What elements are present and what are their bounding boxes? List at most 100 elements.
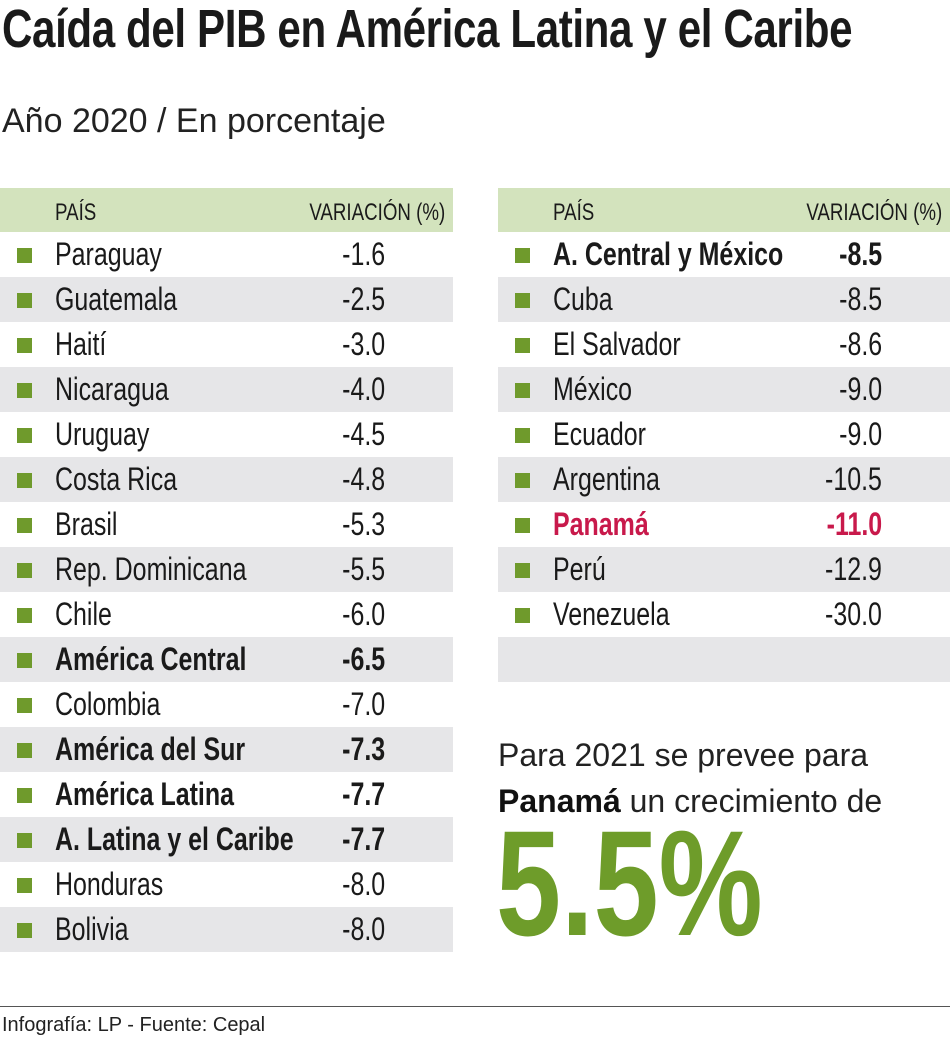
green-square-icon <box>515 428 530 443</box>
variation-value: -8.0 <box>341 911 385 947</box>
note-country: Panamá <box>498 783 621 819</box>
variation-value: -2.5 <box>341 281 385 317</box>
table-row: Chile -6.0 <box>0 592 453 637</box>
variation-value: -7.7 <box>341 821 385 857</box>
table-row: Honduras -8.0 <box>0 862 453 907</box>
green-square-icon <box>17 878 32 893</box>
table-row: América Central -6.5 <box>0 637 453 682</box>
table-row: Costa Rica -4.8 <box>0 457 453 502</box>
table-row: Perú -12.9 <box>498 547 950 592</box>
note-line-2: Panamá un crecimiento de <box>498 778 882 824</box>
country-name: Nicaragua <box>55 371 169 407</box>
country-name: Bolivia <box>55 911 129 947</box>
green-square-icon <box>515 293 530 308</box>
table-header: PAÍS VARIACIÓN (%) <box>498 188 950 232</box>
table-row: El Salvador -8.6 <box>498 322 950 367</box>
table-row: Paraguay -1.6 <box>0 232 453 277</box>
variation-value: -8.5 <box>838 281 882 317</box>
variation-value: -9.0 <box>838 371 882 407</box>
country-name: Chile <box>55 596 112 632</box>
table-row: Cuba -8.5 <box>498 277 950 322</box>
table-row: Ecuador -9.0 <box>498 412 950 457</box>
variation-value: -11.0 <box>826 506 882 542</box>
variation-value: -10.5 <box>825 461 882 497</box>
country-name: Argentina <box>553 461 660 497</box>
column-header-country: PAÍS <box>553 199 595 226</box>
column-header-variation: VARIACIÓN (%) <box>309 199 445 226</box>
note-rest: un crecimiento de <box>620 783 883 819</box>
country-name: Rep. Dominicana <box>55 551 247 587</box>
variation-value: -8.5 <box>838 236 882 272</box>
footer-divider <box>0 1006 950 1007</box>
country-name: Haití <box>55 326 107 362</box>
table-row: México -9.0 <box>498 367 950 412</box>
table-row: Panamá -11.0 <box>498 502 950 547</box>
green-square-icon <box>17 293 32 308</box>
green-square-icon <box>515 338 530 353</box>
variation-value: -12.9 <box>825 551 882 587</box>
country-name: América Central <box>55 641 247 677</box>
table-row: Guatemala -2.5 <box>0 277 453 322</box>
table-row: Argentina -10.5 <box>498 457 950 502</box>
footer-credit: Infografía: LP - Fuente: Cepal <box>2 1014 266 1036</box>
country-name: Paraguay <box>55 236 162 272</box>
green-square-icon <box>17 338 32 353</box>
green-square-icon <box>17 473 32 488</box>
column-header-variation: VARIACIÓN (%) <box>806 199 942 226</box>
table-header: PAÍS VARIACIÓN (%) <box>0 188 453 232</box>
variation-value: -8.6 <box>838 326 882 362</box>
chart-title: Caída del PIB en América Latina y el Car… <box>2 0 853 59</box>
country-name: Cuba <box>553 281 613 317</box>
country-name: Venezuela <box>553 596 670 632</box>
table-row: Uruguay -4.5 <box>0 412 453 457</box>
country-name: A. Latina y el Caribe <box>55 821 294 857</box>
table-row: Rep. Dominicana -5.5 <box>0 547 453 592</box>
country-name: Ecuador <box>553 416 646 452</box>
table-row: Brasil -5.3 <box>0 502 453 547</box>
country-name: Costa Rica <box>55 461 178 497</box>
table-row: Colombia -7.0 <box>0 682 453 727</box>
column-header-country: PAÍS <box>55 199 97 226</box>
variation-value: -9.0 <box>838 416 882 452</box>
green-square-icon <box>515 608 530 623</box>
table-row: Haití -3.0 <box>0 322 453 367</box>
variation-value: -4.8 <box>341 461 385 497</box>
country-name: El Salvador <box>553 326 681 362</box>
green-square-icon <box>17 248 32 263</box>
table-left: PAÍS VARIACIÓN (%) Paraguay -1.6 Guatemala… <box>0 188 453 952</box>
country-name: América del Sur <box>55 731 246 767</box>
variation-value: -4.0 <box>341 371 385 407</box>
variation-value: -3.0 <box>341 326 385 362</box>
variation-value: -30.0 <box>825 596 882 632</box>
variation-value: -7.7 <box>341 776 385 812</box>
green-square-icon <box>17 563 32 578</box>
variation-value: -8.0 <box>341 866 385 902</box>
variation-value: -1.6 <box>341 236 385 272</box>
green-square-icon <box>515 473 530 488</box>
green-square-icon <box>17 743 32 758</box>
country-name: Honduras <box>55 866 164 902</box>
green-square-icon <box>17 833 32 848</box>
forecast-note: Para 2021 se prevee para Panamá un creci… <box>498 732 882 824</box>
variation-value: -7.3 <box>341 731 385 767</box>
table-row: América del Sur -7.3 <box>0 727 453 772</box>
table-row: Venezuela -30.0 <box>498 592 950 637</box>
green-square-icon <box>17 608 32 623</box>
green-square-icon <box>515 563 530 578</box>
green-square-icon <box>515 383 530 398</box>
table-row: Nicaragua -4.0 <box>0 367 453 412</box>
country-name: Guatemala <box>55 281 178 317</box>
green-square-icon <box>515 518 530 533</box>
empty-row <box>498 637 950 682</box>
green-square-icon <box>17 383 32 398</box>
variation-value: -6.0 <box>341 596 385 632</box>
green-square-icon <box>515 248 530 263</box>
country-name: Brasil <box>55 506 118 542</box>
green-square-icon <box>17 788 32 803</box>
table-right: PAÍS VARIACIÓN (%) A. Central y México -8… <box>498 188 950 682</box>
green-square-icon <box>17 923 32 938</box>
variation-value: -6.5 <box>341 641 385 677</box>
country-name: Uruguay <box>55 416 150 452</box>
table-row: América Latina -7.7 <box>0 772 453 817</box>
forecast-value: 5.5% <box>496 799 763 967</box>
